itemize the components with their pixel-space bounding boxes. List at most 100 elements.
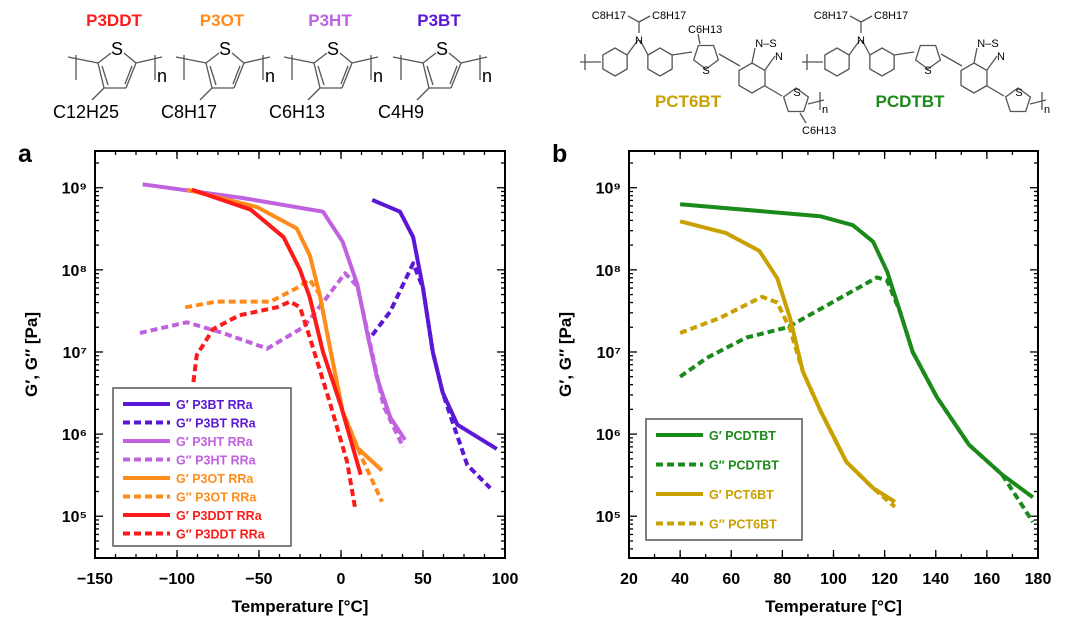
double-bond — [232, 65, 241, 85]
series-line-g-p3bt-rra — [371, 198, 498, 451]
panel-label: a — [18, 140, 33, 168]
hexyl-formula: C6H13 — [802, 125, 836, 137]
branch-chain-formula: C8H17 — [592, 10, 626, 22]
double-bond — [317, 65, 325, 86]
ring-bond — [764, 55, 776, 71]
branch-bond — [627, 15, 640, 23]
branch-bond — [638, 15, 651, 23]
series-line-g-p3ht-rra — [139, 271, 406, 449]
y-tick-label: 10⁷ — [597, 345, 621, 362]
polymer-name: P3HT — [308, 11, 352, 30]
sulfur-atom: S — [924, 65, 931, 77]
series-line-g-p3bt-rra — [370, 261, 492, 490]
carbazole-ring — [824, 47, 850, 77]
repeat-unit-n: n — [157, 66, 167, 86]
panel-a-chart: a −150 −100 −50 0 50 100 10⁵ 10⁶ 10⁷ 10⁸ 10⁹ Tempera… — [18, 140, 518, 616]
polymer-name: P3BT — [417, 11, 461, 30]
legend-label: G″ P3DDT RRa — [176, 528, 266, 542]
x-tick-label: 140 — [922, 571, 949, 588]
series-line-g-pcdtbt — [678, 275, 1035, 524]
ring-bond — [422, 52, 437, 64]
legend-label: G′ P3OT RRa — [176, 472, 254, 486]
structure-p3bt: P3BT Sn C4H9 — [378, 11, 492, 122]
double-bond — [209, 65, 217, 86]
side-chain-bond — [697, 33, 701, 45]
x-tick-label: 100 — [820, 571, 847, 588]
repeat-unit-n: n — [822, 104, 828, 116]
ring-bond — [626, 39, 639, 56]
backbone-bond — [1029, 99, 1047, 105]
side-chain-bond — [799, 112, 807, 124]
ring-bond — [205, 62, 213, 89]
carbazole-ring — [647, 47, 673, 77]
structure-p3ddt: P3DDT Sn C12H25 — [53, 11, 167, 122]
backbone-bond — [986, 85, 1005, 97]
side-chain-bond — [199, 87, 213, 101]
y-tick-label: 10⁶ — [596, 427, 621, 444]
ring-bond — [97, 62, 105, 89]
backbone-bond — [940, 53, 963, 67]
repeat-unit-n: n — [265, 66, 275, 86]
carbazole-ring — [602, 47, 628, 77]
side-chain-formula: C8H17 — [161, 102, 217, 122]
x-tick-label: 60 — [722, 571, 740, 588]
legend-label: G′ P3DDT RRa — [176, 509, 263, 523]
x-tick-label: −150 — [77, 571, 113, 588]
sulfur-atom: S — [219, 39, 231, 59]
ring-bond — [450, 62, 462, 89]
ring-bond — [448, 52, 462, 64]
side-chain-formula: C6H13 — [269, 102, 325, 122]
x-tick-label: 50 — [414, 571, 432, 588]
polymer-name: PCDTBT — [876, 92, 946, 111]
side-chain-bond — [91, 87, 105, 101]
legend: G′ PCDTBT G″ PCDTBT G′ PCT6BT G″ PCT6BT — [645, 418, 803, 541]
panel-b-chart: b 20 40 60 80 100 120 140 160 180 10⁵ 10⁶ 10⁷ 10⁸ 10⁹ T… — [552, 140, 1051, 616]
legend-label: G′ PCT6BT — [709, 488, 774, 502]
thiadiazole-n-s: N–S — [755, 38, 776, 50]
backbone-bond — [283, 56, 315, 64]
ring-bond — [231, 52, 245, 64]
ring-bond — [313, 52, 328, 64]
ring-bond — [313, 62, 321, 89]
ring-bond — [751, 47, 756, 64]
y-tick-label: 10⁵ — [62, 509, 87, 526]
y-tick-label: 10⁷ — [63, 345, 87, 362]
x-tick-label: 40 — [671, 571, 689, 588]
nitrogen-atom: N — [635, 35, 643, 47]
sulfur-atom: S — [1015, 87, 1022, 99]
plot-frame — [628, 150, 1039, 559]
x-tick-label: 20 — [620, 571, 638, 588]
legend-label: G′ P3BT RRa — [176, 398, 254, 412]
backbone-bond — [67, 56, 99, 64]
legend-label: G″ P3HT RRa — [176, 454, 257, 468]
structure-p3ot: P3OT Sn C8H17 — [161, 11, 275, 122]
chemical-structures: P3DDT Sn C12H25 P3OT Sn C8H17 P3HT Sn C6H13 P3BT S… — [53, 10, 1050, 137]
double-bond — [101, 65, 109, 86]
structure-p3ht: P3HT Sn C6H13 — [269, 11, 383, 122]
backbone-bond — [243, 56, 271, 64]
y-tick-label: 10⁹ — [62, 181, 87, 198]
y-tick-label: 10⁹ — [596, 181, 621, 198]
double-bond — [340, 65, 349, 85]
backbone-bond — [764, 85, 783, 97]
ring-bond — [848, 39, 861, 56]
nitrogen-atom: N — [857, 35, 865, 47]
backbone-bond — [807, 99, 825, 105]
sulfur-atom: S — [327, 39, 339, 59]
ring-bond — [639, 39, 649, 56]
series-line-g-p3ot-rra — [184, 277, 384, 503]
backbone-bond — [671, 51, 693, 56]
thiadiazole-n-s: N–S — [977, 38, 998, 50]
backbone-bond — [351, 56, 379, 64]
sulfur-atom: S — [436, 39, 448, 59]
thiophene-ring — [782, 87, 810, 113]
hexyl-formula: C6H13 — [688, 24, 722, 36]
backbone-bond — [175, 56, 207, 64]
ring-bond — [123, 52, 137, 64]
legend-box — [645, 418, 803, 541]
ring-bond — [205, 52, 220, 64]
x-tick-label: 0 — [337, 571, 346, 588]
